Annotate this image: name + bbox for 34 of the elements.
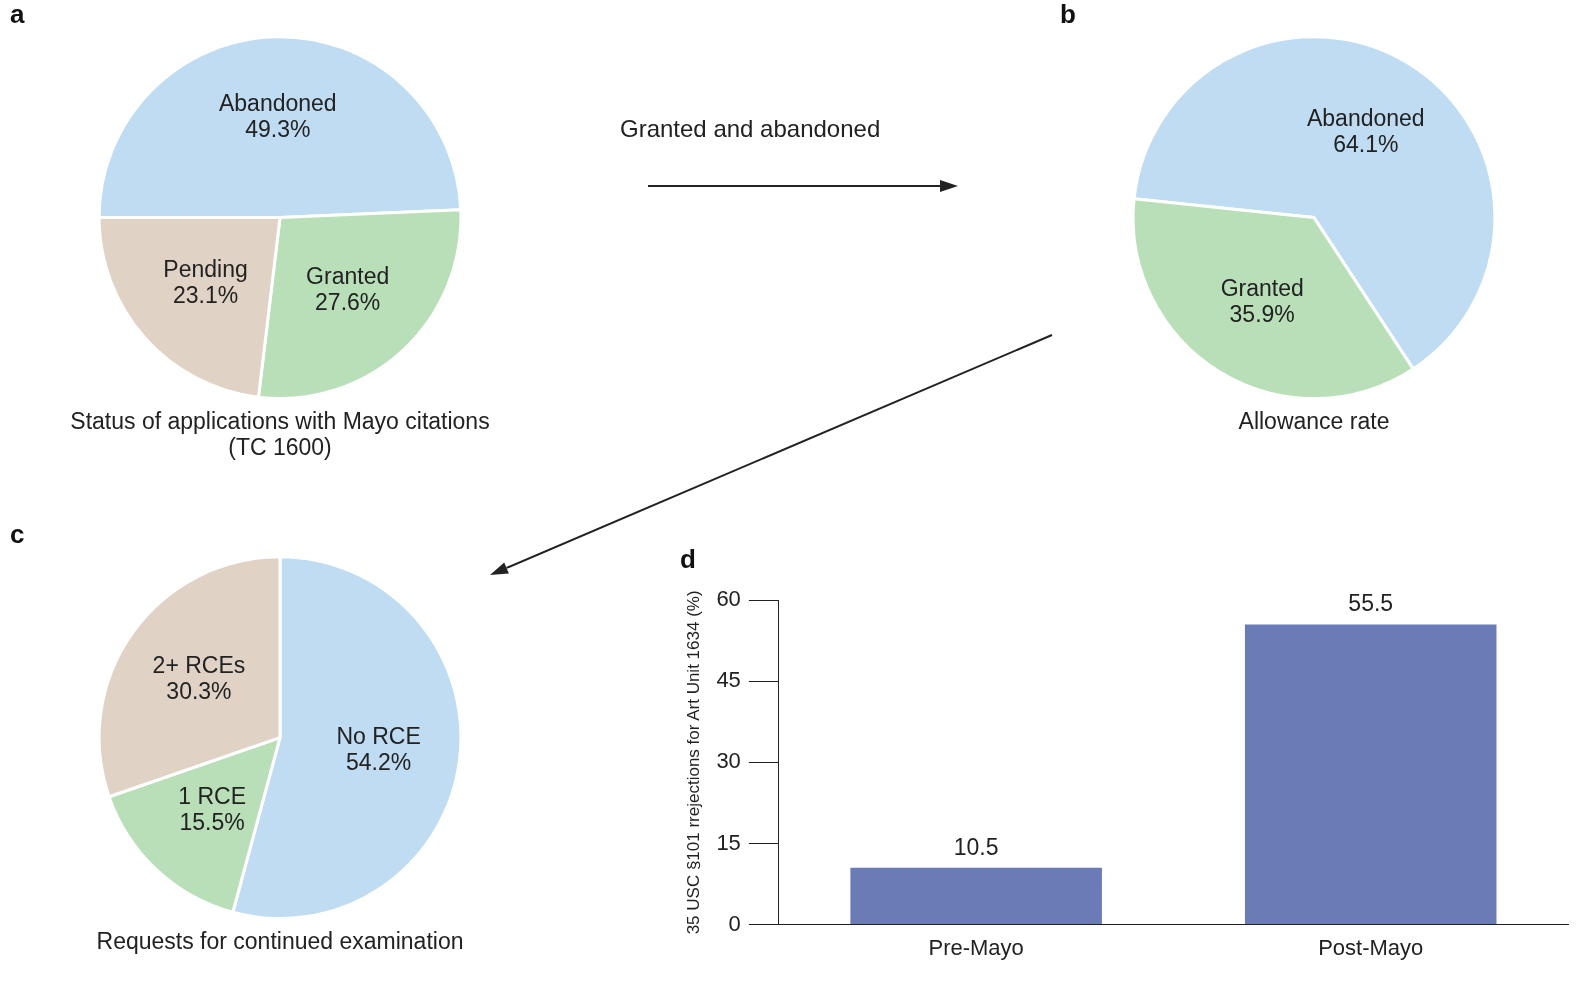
x-tick-label: Post-Mayo	[1318, 934, 1424, 960]
slice-label: 2+ RCEs	[152, 652, 246, 679]
chart-title: a	[10, 0, 25, 29]
slice-label: 1 RCE	[178, 782, 246, 809]
text: Status of applications with Mayo citations (TC 1600)	[69, 408, 491, 460]
slice-label: Granted	[1220, 274, 1304, 301]
slice-label: Abandoned	[218, 90, 337, 117]
chart-title: b	[1060, 0, 1076, 29]
data-label: 23.1%	[172, 281, 239, 308]
data-label: 49.3%	[245, 116, 311, 143]
chart-title: d	[680, 543, 696, 574]
data-label: 30.3%	[166, 678, 232, 705]
data-label: 15.5%	[179, 808, 245, 835]
data-label: 54.2%	[346, 749, 412, 776]
data-label: 35.9%	[1229, 300, 1295, 327]
slice-label: Granted	[306, 262, 390, 289]
x-tick-label: Pre-Mayo	[928, 934, 1024, 960]
y-tick-label: 15	[716, 829, 741, 855]
data-label: 64.1%	[1333, 131, 1399, 157]
slice-label: Pending	[163, 255, 248, 282]
y-tick-label: 60	[716, 586, 741, 612]
data-label: 27.6%	[315, 288, 381, 315]
data-label: 55.5	[1348, 590, 1394, 617]
text: Requests for continued examination	[95, 928, 465, 954]
y-axis-title: 35 USC §101 rrejections for Art Unit 1634 (%)	[683, 590, 703, 935]
slice-label: Abandoned	[1306, 105, 1425, 131]
y-tick-label: 0	[728, 910, 741, 936]
text: Granted and abandoned	[620, 115, 881, 143]
slice-label: No RCE	[336, 723, 421, 750]
y-tick-label: 45	[716, 667, 741, 693]
text: Allowance rate	[1237, 408, 1391, 434]
chart-title: c	[10, 518, 25, 549]
data-label: 10.5	[953, 833, 999, 860]
y-tick-label: 30	[716, 748, 741, 774]
